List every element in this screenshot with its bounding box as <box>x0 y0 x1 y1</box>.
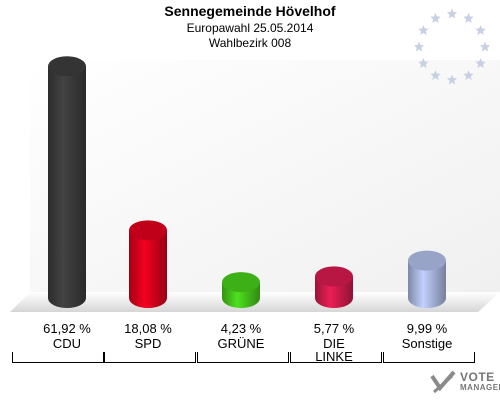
bar-body <box>48 66 86 309</box>
value-label: 5,77 % <box>313 321 355 336</box>
bar-sonstige <box>408 250 446 308</box>
logo-text-manager: MANAGER <box>460 383 500 392</box>
category-label: GRÜNE <box>217 336 265 351</box>
logo-text-vote: VOTE <box>460 370 495 384</box>
bar-body <box>129 230 167 308</box>
value-label: 61,92 % <box>43 321 91 336</box>
vote-manager-logo-icon <box>430 370 456 394</box>
eu-star <box>430 70 441 81</box>
bar-top <box>129 220 167 241</box>
bar-die-linke <box>315 266 353 308</box>
eu-star <box>463 12 474 23</box>
category-bracket <box>290 352 382 363</box>
bar-top <box>315 266 353 287</box>
value-label: 9,99 % <box>406 321 448 336</box>
bar-top <box>48 56 86 77</box>
chart-title: Sennegemeinde Hövelhof <box>164 3 336 19</box>
category-bracket <box>383 352 475 363</box>
bar-spd <box>129 220 167 308</box>
category-label: CDU <box>52 336 82 351</box>
eu-star <box>446 74 458 85</box>
bar-gr-ne <box>222 272 260 308</box>
eu-stars-icon <box>413 8 491 85</box>
bar-top <box>222 272 260 293</box>
eu-star <box>463 70 474 81</box>
category-bracket <box>104 352 196 363</box>
bar-top <box>408 250 446 271</box>
category-bracket <box>197 352 289 363</box>
value-label: 18,08 % <box>124 321 172 336</box>
eu-star <box>413 41 425 52</box>
eu-star <box>446 8 458 19</box>
bar-body <box>408 260 446 308</box>
chart-subtitle-election: Europawahl 25.05.2014 <box>186 21 314 35</box>
bar-cdu <box>48 56 86 309</box>
eu-star <box>475 58 486 68</box>
chart-subtitle-district: Wahlbezirk 008 <box>208 36 292 50</box>
category-label: Sonstige <box>401 336 453 351</box>
category-bracket <box>12 352 104 363</box>
value-label: 4,23 % <box>220 321 262 336</box>
category-label: DIE LINKE <box>315 336 353 364</box>
eu-star <box>418 58 429 68</box>
eu-star <box>475 25 486 35</box>
eu-star <box>418 25 429 35</box>
eu-star <box>430 12 441 23</box>
category-label: SPD <box>134 336 162 351</box>
bars <box>48 56 446 309</box>
eu-star <box>479 41 491 52</box>
